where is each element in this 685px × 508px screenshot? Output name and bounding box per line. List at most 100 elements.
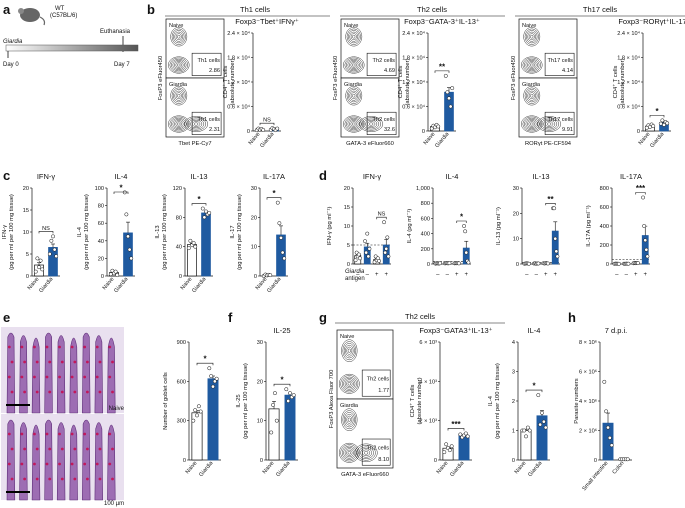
y-tick-label: 6 × 10⁶ xyxy=(579,369,597,376)
flow-contour-lower xyxy=(346,380,353,387)
flow-gate xyxy=(191,52,222,76)
y-tick-label: 0.6 × 10⁴ xyxy=(617,104,640,111)
y-tick-label: 80 xyxy=(98,204,104,210)
chart-title: IFN-γ xyxy=(363,172,382,181)
villus xyxy=(44,419,53,501)
chart-title: Foxp3⁻Tbet⁺IFNγ⁺ xyxy=(235,17,299,26)
goblet-cell xyxy=(35,477,39,481)
y-tick-label: 30 xyxy=(513,186,519,192)
antigen-sign: – xyxy=(615,272,619,278)
antigen-sign: – xyxy=(366,272,370,278)
villus xyxy=(82,419,91,501)
x-category-label: Giardia xyxy=(449,460,466,478)
goblet-cell xyxy=(108,375,112,379)
y-tick-label: 2.4 × 10⁴ xyxy=(227,30,250,37)
data-point xyxy=(385,235,390,240)
goblet-cell xyxy=(85,360,89,364)
antigen-sign: – xyxy=(625,272,629,278)
y-axis-label: IFN-γ xyxy=(2,225,8,239)
y-tick-label: 900 xyxy=(177,340,186,346)
y-tick-label: 0 xyxy=(247,129,250,135)
gate-value: 2.86 xyxy=(209,68,220,74)
chart-title: IFN-γ xyxy=(37,172,56,181)
panel-g-header: Th2 cells xyxy=(335,312,505,324)
significance-label: * xyxy=(272,189,276,198)
data-point xyxy=(376,259,381,263)
antigen-sign: – xyxy=(436,272,440,278)
goblet-cell xyxy=(70,432,74,436)
bar-1 xyxy=(284,394,296,461)
y-tick-label: 0.6 × 10⁴ xyxy=(402,104,425,111)
goblet-cell xyxy=(58,462,61,466)
flow-contour-shift xyxy=(360,448,372,458)
flow-contour-upper xyxy=(526,30,538,44)
flow-contour-lower xyxy=(527,120,537,128)
gate-name: Th17 cells xyxy=(547,58,573,64)
flow-contour-upper xyxy=(346,415,353,424)
flow-group-label: Giardia xyxy=(344,82,363,88)
data-point xyxy=(200,206,205,211)
x-category-label: Naive xyxy=(185,460,199,475)
data-point xyxy=(465,434,470,439)
goblet-cell xyxy=(20,462,24,466)
gate-name: Th1 cells xyxy=(198,58,221,64)
goblet-cell xyxy=(7,375,11,379)
data-point xyxy=(280,250,285,255)
flow-contour-lower xyxy=(177,122,181,126)
flow-contour-lower xyxy=(171,58,187,72)
goblet-cell xyxy=(70,462,74,466)
y-axis-label: IL-13 (pg ml⁻¹) xyxy=(496,207,502,245)
histology-giardia-image xyxy=(1,414,124,501)
mouse-strain-line1: WT xyxy=(55,6,65,12)
villus xyxy=(6,419,16,501)
flow-contour-lower xyxy=(344,448,354,458)
x-category-label: Giardia xyxy=(198,460,215,478)
data-point xyxy=(186,246,191,251)
panel-a: a WT (C57BL/6) Euthanasia Giardia Day 0 … xyxy=(3,2,139,68)
significance-bracket xyxy=(259,122,275,126)
y-tick-label: 40 xyxy=(98,239,104,245)
villus xyxy=(56,422,66,501)
significance-label: * xyxy=(532,382,536,391)
data-point xyxy=(524,434,528,439)
bar-1 xyxy=(207,378,219,461)
y-tick-label: 60 xyxy=(98,221,104,227)
y-tick-label: 1 xyxy=(512,429,515,435)
goblet-cell xyxy=(45,375,49,379)
antigen-sign: – xyxy=(525,272,529,278)
flow-contour-shift xyxy=(369,122,374,126)
x-category-label: Giardia xyxy=(527,460,544,478)
flow-gate xyxy=(544,52,575,76)
data-point xyxy=(35,256,40,261)
y-axis-label: CD4⁺ T cells xyxy=(612,65,619,98)
y-axis-label: IFN-γ (pg ml⁻¹) xyxy=(327,207,333,246)
y-axis-label: Number of goblet cells xyxy=(163,372,169,430)
y-axis-label: IL-17 xyxy=(230,225,236,238)
y-axis-label: (absolute number) xyxy=(405,58,411,105)
y-axis-label: CD4⁺ T cells xyxy=(409,384,416,417)
scale-bar-label: 100 µm xyxy=(104,501,124,507)
significance-label: NS xyxy=(378,212,386,218)
significance-bracket xyxy=(266,197,282,200)
antigen-title-2: antigen xyxy=(345,276,365,282)
significance-label: NS xyxy=(42,226,50,232)
flow-contour-shift xyxy=(363,118,380,130)
significance-bracket xyxy=(545,202,556,206)
data-point xyxy=(288,391,292,396)
flow-contour-upper xyxy=(524,87,539,104)
data-point xyxy=(198,409,203,414)
flow-contour-shift xyxy=(358,446,374,460)
x-category-label: Naive xyxy=(514,460,528,475)
villus xyxy=(19,422,28,501)
x-category-label: Naive xyxy=(262,460,276,475)
y-tick-label: 1.2 × 10⁴ xyxy=(402,79,425,86)
chart-b3: 0 0.6 × 10⁴ 1.2 × 10⁴ 1.8 × 10⁴ 2.4 × 10⁴ CD4… xyxy=(612,17,685,149)
goblet-cell xyxy=(83,375,87,379)
data-point xyxy=(196,404,201,409)
flow-contour-lower xyxy=(528,62,535,68)
goblet-cell xyxy=(73,390,77,394)
data-point xyxy=(540,410,544,415)
data-point xyxy=(447,96,451,101)
